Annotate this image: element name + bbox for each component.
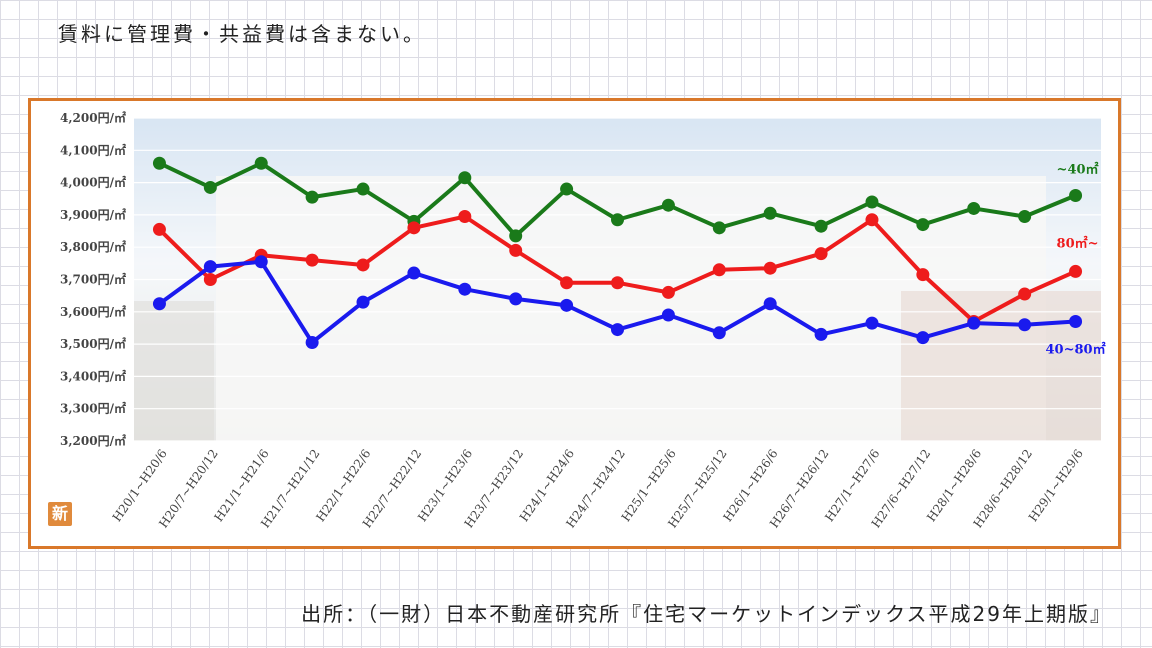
- y-tick-label: 4,200円/㎡: [60, 110, 126, 125]
- x-axis: H20/1~H20/6H20/7~H20/12H21/1~H21/6H21/7~…: [110, 447, 1086, 531]
- data-point: [1069, 264, 1083, 278]
- y-tick-label: 3,800円/㎡: [60, 239, 126, 254]
- data-point: [152, 156, 166, 170]
- grid-lines: [134, 117, 1101, 442]
- y-tick-label: 3,300円/㎡: [60, 401, 126, 416]
- rent-note: 賃料に管理費・共益費は含まない。: [58, 22, 426, 46]
- data-point: [305, 253, 319, 267]
- data-point: [967, 201, 981, 215]
- data-point: [1069, 189, 1083, 203]
- data-point: [509, 243, 523, 257]
- data-point: [203, 180, 217, 194]
- data-point: [916, 268, 930, 282]
- data-point: [916, 331, 930, 345]
- data-point: [305, 335, 319, 349]
- data-point: [814, 219, 828, 233]
- y-tick-label: 3,500円/㎡: [60, 336, 126, 351]
- y-tick-label: 3,400円/㎡: [60, 368, 126, 383]
- data-point: [661, 285, 675, 299]
- data-point: [611, 213, 624, 227]
- data-point: [865, 213, 879, 227]
- data-point: [560, 298, 574, 312]
- x-tick-label: H20/1~H20/6: [110, 447, 170, 525]
- data-point: [356, 258, 370, 272]
- x-tick-label: H21/1~H21/6: [212, 447, 272, 525]
- y-tick-label: 4,100円/㎡: [60, 142, 126, 157]
- data-point: [152, 297, 166, 311]
- data-point: [611, 276, 624, 290]
- source-citation: 出所：（一財）日本不動産研究所『住宅マーケットインデックス平成29年上期版』: [301, 602, 1112, 626]
- x-tick-label: H25/1~H25/6: [619, 447, 679, 525]
- y-tick-label: 3,200円/㎡: [60, 433, 126, 448]
- data-point: [814, 327, 828, 341]
- data-point: [1018, 287, 1032, 301]
- data-point: [356, 295, 370, 309]
- data-point: [712, 263, 726, 277]
- series-name-label: ~40㎡: [1057, 162, 1099, 178]
- data-point: [152, 222, 166, 236]
- x-tick-label: H24/1~H24/6: [517, 447, 577, 525]
- data-point: [458, 210, 472, 224]
- data-point: [203, 273, 217, 286]
- data-point: [203, 260, 217, 274]
- data-point: [509, 292, 523, 306]
- data-point: [560, 182, 574, 196]
- series-labels: ~40㎡ 80㎡~ 40~80㎡: [1046, 162, 1106, 358]
- x-tick-label: H26/1~H26/6: [720, 447, 780, 525]
- data-point: [1018, 318, 1032, 332]
- data-point: [356, 182, 370, 196]
- data-point: [407, 266, 421, 280]
- chart-frame: 3,200円/㎡ 3,300円/㎡ 3,400円/㎡ 3,500円/㎡ 3,600円/㎡…: [28, 98, 1121, 549]
- data-point: [407, 221, 421, 235]
- data-point: [509, 229, 523, 243]
- y-axis: 3,200円/㎡ 3,300円/㎡ 3,400円/㎡ 3,500円/㎡ 3,600円/㎡…: [60, 110, 126, 448]
- data-point: [661, 308, 675, 322]
- data-point: [1018, 210, 1032, 224]
- series-name-label: 80㎡~: [1057, 235, 1099, 251]
- y-tick-label: 3,600円/㎡: [60, 304, 126, 319]
- data-point: [967, 316, 981, 330]
- data-point: [763, 206, 777, 220]
- x-tick-label: H23/1~H23/6: [415, 447, 475, 525]
- data-point: [763, 261, 777, 275]
- data-point: [865, 195, 879, 209]
- data-point: [916, 218, 930, 232]
- logo-icon: 新: [48, 502, 72, 526]
- data-point: [458, 282, 472, 296]
- data-point: [254, 156, 268, 170]
- x-tick-label: H28/1~H28/6: [924, 447, 984, 525]
- data-point: [712, 326, 726, 340]
- data-point: [865, 316, 879, 330]
- data-point: [254, 255, 268, 269]
- series-lines: [152, 156, 1083, 349]
- y-tick-label: 4,000円/㎡: [60, 175, 126, 190]
- data-point: [661, 198, 675, 212]
- data-point: [712, 221, 726, 235]
- data-point: [305, 190, 319, 204]
- data-point: [763, 297, 777, 311]
- data-point: [814, 247, 828, 261]
- x-tick-label: H22/1~H22/6: [313, 447, 373, 525]
- series-name-label: 40~80㎡: [1046, 341, 1106, 357]
- y-tick-label: 3,700円/㎡: [60, 272, 126, 287]
- data-point: [1069, 314, 1083, 328]
- line-chart: 3,200円/㎡ 3,300円/㎡ 3,400円/㎡ 3,500円/㎡ 3,600円/㎡…: [60, 110, 1106, 531]
- data-point: [611, 323, 624, 337]
- data-point: [560, 276, 574, 290]
- data-point: [458, 171, 472, 185]
- x-tick-label: H29/1~H29/6: [1026, 447, 1086, 525]
- x-tick-label: H27/1~H27/6: [822, 447, 882, 525]
- y-tick-label: 3,900円/㎡: [60, 207, 126, 222]
